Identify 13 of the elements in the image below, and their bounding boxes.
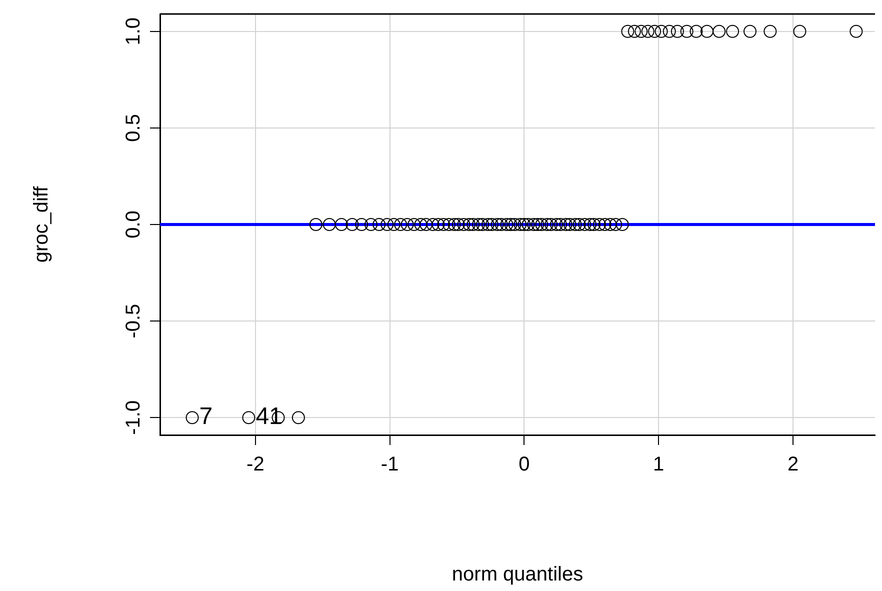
y-tick-label: 1.0	[122, 17, 145, 46]
y-tick-label: -0.5	[122, 304, 145, 338]
y-tick-label: 0.0	[122, 210, 145, 238]
y-axis-title: groc_diff	[30, 186, 53, 263]
x-tick-label: 2	[787, 454, 799, 476]
x-tick-label: -2	[246, 454, 264, 476]
y-tick-label: -1.0	[122, 400, 145, 435]
annotation: 7	[199, 403, 213, 430]
x-axis-title: norm quantiles	[452, 564, 584, 586]
y-tick-label: 0.5	[122, 114, 145, 142]
x-tick-label: 1	[653, 454, 664, 476]
x-tick-label: -1	[380, 454, 399, 476]
x-tick-label: 0	[518, 454, 530, 476]
